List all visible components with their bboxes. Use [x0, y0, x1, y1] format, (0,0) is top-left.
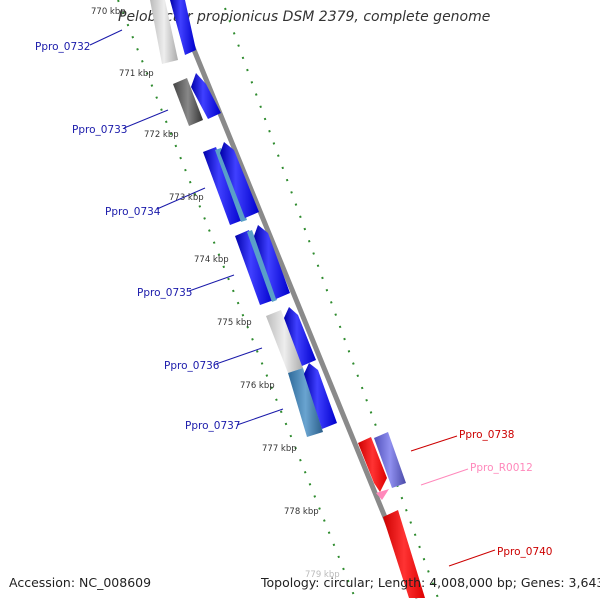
gene-label-0738[interactable]: Ppro_0738: [459, 429, 514, 441]
genome-backbone: [187, 39, 421, 599]
gene-label-r0012[interactable]: Ppro_R0012: [470, 462, 533, 474]
gene-arrow-0737: [304, 363, 337, 429]
gene-block-0735b-inner: [247, 230, 277, 302]
gene-block-0737-inner: [288, 368, 323, 437]
gene-label-0735[interactable]: Ppro_0735: [137, 287, 192, 299]
gene-arrow-0734: [220, 142, 259, 218]
gene-leader-0735: [188, 274, 235, 292]
gene-block-0732-inner: [150, 0, 178, 64]
accession-text: Accession: NC_008609: [9, 575, 152, 590]
gene-label-0732[interactable]: Ppro_0732: [35, 41, 90, 53]
tick-label: 770 kbp: [91, 7, 126, 17]
gene-arrow-0738: [358, 437, 387, 492]
gene-arrow-0736: [284, 307, 316, 366]
gene-label-0737[interactable]: Ppro_0737: [185, 420, 240, 432]
gene-block-0735-inner: [235, 230, 274, 305]
map-title: Pelobacter propionicus DSM 2379, complet…: [118, 9, 491, 25]
gene-leader-0734: [156, 187, 206, 210]
tick-label: 771 kbp: [119, 69, 154, 79]
gene-block-0734b-inner: [215, 148, 247, 222]
tick-label: 772 kbp: [144, 130, 179, 140]
gene-arrow-0735: [254, 225, 290, 299]
gene-leader-0733: [123, 109, 169, 129]
tick-label: 777 kbp: [262, 444, 297, 454]
tick-label: 773 kbp: [169, 193, 204, 203]
gene-block-0736-inner: [266, 310, 303, 373]
rna-marker-r0012: [376, 489, 389, 500]
gene-label-0734[interactable]: Ppro_0734: [105, 206, 161, 218]
gene-label-0736[interactable]: Ppro_0736: [164, 360, 220, 372]
gene-label-0740[interactable]: Ppro_0740: [497, 546, 552, 558]
gene-arrow-0738b: [374, 432, 406, 488]
tick-label: 774 kbp: [194, 255, 229, 265]
gene-block-0733-inner: [173, 78, 203, 126]
genome-summary-text: Topology: circular; Length: 4,008,000 bp…: [261, 575, 600, 590]
gene-leader-0737: [236, 408, 284, 426]
tick-label: 775 kbp: [217, 318, 252, 328]
gene-arrow-0740: [383, 510, 425, 598]
gene-leader-r0012: [420, 468, 469, 486]
tick-ring-outer: [224, 7, 439, 599]
gene-label-0733[interactable]: Ppro_0733: [72, 124, 127, 136]
tick-label: 779 kbp: [305, 570, 340, 580]
gene-leader-0738: [410, 435, 458, 452]
gene-leader-0736: [215, 347, 263, 365]
tick-ring-inner: [117, 0, 356, 599]
tick-label: 778 kbp: [284, 507, 319, 517]
gene-block-0734-inner: [203, 147, 243, 225]
gene-leader-0740: [448, 549, 496, 567]
gene-arrow-0732: [170, 0, 196, 55]
tick-label: 776 kbp: [240, 381, 275, 391]
gene-leader-0732: [89, 29, 123, 46]
gene-arrow-0733: [191, 73, 221, 119]
